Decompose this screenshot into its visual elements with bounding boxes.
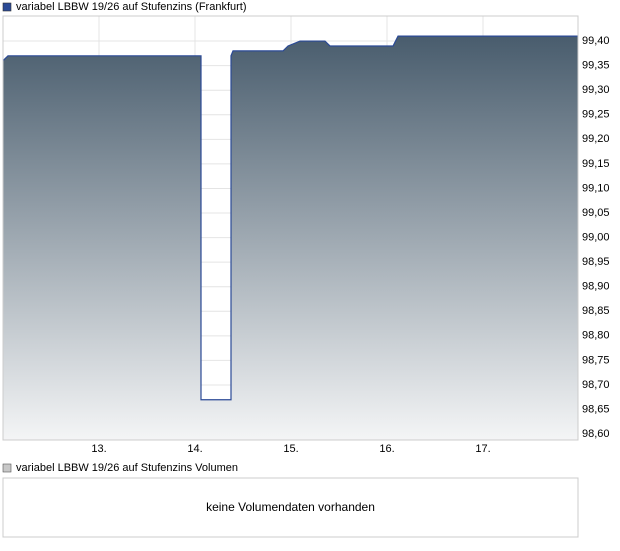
y-tick-label: 99,30: [582, 84, 610, 96]
x-tick-label: 13.: [91, 443, 106, 455]
x-tick-label: 15.: [283, 443, 298, 455]
y-tick-label: 99,00: [582, 231, 610, 243]
x-tick-label: 17.: [475, 443, 490, 455]
line: [2, 35, 579, 401]
plot-frame: [2, 15, 579, 441]
volume-panel: [2, 477, 579, 538]
y-tick-label: 98,85: [582, 305, 610, 317]
empty-message: keine Volumendaten vorhanden: [206, 500, 375, 514]
y-tick-label: 98,90: [582, 281, 610, 293]
y-tick-label: 99,35: [582, 60, 610, 72]
y-tick-label: 99,20: [582, 133, 610, 145]
y-tick-label: 98,60: [582, 428, 610, 440]
x-tick-label: 14.: [187, 443, 202, 455]
y-tick-label: 99,10: [582, 182, 610, 194]
y-tick-label: 98,65: [582, 403, 610, 415]
y-tick-label: 98,70: [582, 379, 610, 391]
y-tick-label: 98,80: [582, 330, 610, 342]
legend-swatch: [2, 463, 12, 473]
legend-swatch: [2, 2, 12, 12]
x-tick-label: 16.: [379, 443, 394, 455]
y-tick-label: 98,75: [582, 354, 610, 366]
y-tick-label: 99,15: [582, 158, 610, 170]
y-tick-label: 99,05: [582, 207, 610, 219]
area: [3, 36, 579, 441]
legend-label: variabel LBBW 19/26 auf Stufenzins (Fran…: [16, 1, 247, 13]
y-tick-label: 99,25: [582, 109, 610, 121]
y-tick-label: 99,40: [582, 35, 610, 47]
y-tick-label: 98,95: [582, 256, 610, 268]
legend-label: variabel LBBW 19/26 auf Stufenzins Volum…: [16, 462, 238, 474]
